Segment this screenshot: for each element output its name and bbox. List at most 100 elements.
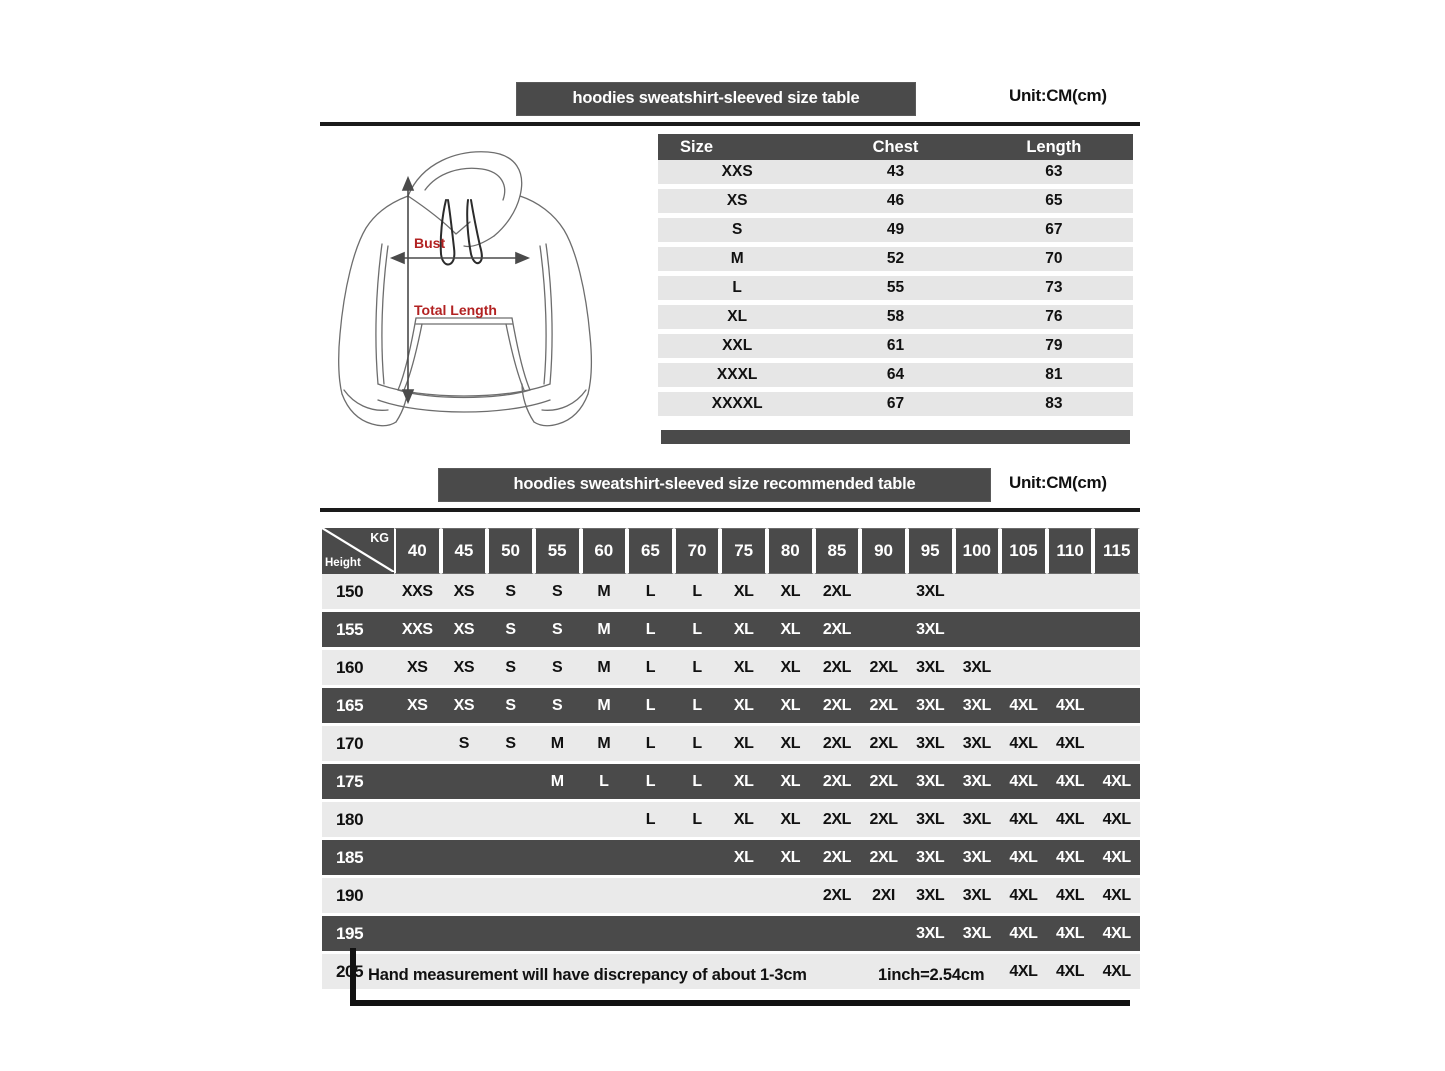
size-recommendation-cell (394, 916, 441, 951)
size-recommendation-cell: 4XL (1093, 802, 1140, 837)
row-spacer-cell (322, 723, 1140, 726)
size-recommendation-cell (533, 802, 581, 837)
size-recommendation-cell (580, 802, 628, 837)
size-table-header-size: Size (658, 134, 817, 160)
size-recommendation-cell: 3XL (906, 764, 954, 799)
size-recommendation-cell: 4XL (1046, 916, 1094, 951)
weight-column-header: 45 (440, 528, 488, 574)
size-recommendation-cell: 4XL (1093, 916, 1140, 951)
size-recommendation-cell: S (533, 650, 581, 685)
size-recommendation-cell: XL (767, 612, 814, 647)
size-recommendation-cell: 4XL (1093, 954, 1140, 989)
size-recommendation-cell: 3XL (953, 650, 1001, 685)
size-recommendation-cell (394, 726, 441, 761)
size-recommendation-cell: L (627, 650, 674, 685)
size-recommendation-cell: XL (767, 574, 814, 609)
table-row: 2054XL4XL4XL (322, 954, 1140, 989)
size-recommendation-cell: M (580, 726, 628, 761)
size-recommendation-cell: 4XL (1000, 840, 1047, 875)
size-recommendation-cell: 3XL (953, 802, 1001, 837)
table-row: 170 S S M M L L XL XL 2XL 2XL 3XL 3XL 4XL 4XL (322, 726, 1140, 761)
row-spacer (322, 913, 1140, 916)
size-recommendation-cell (627, 954, 674, 989)
chest-cell: 52 (816, 247, 975, 271)
size-recommendation-cell: 3XL (906, 878, 954, 913)
row-spacer-cell (322, 989, 1140, 992)
row-spacer (658, 184, 1133, 189)
size-recommendation-cell: M (533, 764, 581, 799)
chest-cell: 55 (816, 276, 975, 300)
length-cell: 76 (974, 305, 1133, 329)
size-table-header-length: Length (974, 134, 1133, 160)
corner-height-label: Height (325, 557, 361, 569)
size-recommendation-cell (813, 954, 861, 989)
row-spacer (322, 609, 1140, 612)
size-cell: XXXL (658, 363, 817, 387)
row-spacer-cell (658, 213, 1133, 218)
weight-column-header: 60 (580, 528, 628, 574)
size-recommendation-cell: XL (720, 650, 767, 685)
row-spacer-cell (322, 951, 1140, 954)
row-spacer (322, 799, 1140, 802)
size-recommendation-cell (533, 878, 581, 913)
size-recommendation-cell: XS (440, 650, 488, 685)
size-recommendation-cell: L (627, 726, 674, 761)
height-cell: 175 (322, 764, 394, 799)
size-recommendation-cell: 3XL (953, 764, 1001, 799)
size-recommendation-cell: XL (767, 726, 814, 761)
size-recommendation-cell (767, 954, 814, 989)
row-spacer-cell (658, 184, 1133, 189)
divider-rule-middle (320, 508, 1140, 512)
size-recommendation-cell (440, 840, 488, 875)
size-recommendation-cell: L (673, 650, 721, 685)
size-recommendation-cell: XL (720, 688, 767, 723)
row-spacer-cell (322, 685, 1140, 688)
row-spacer-cell (658, 358, 1133, 363)
weight-column-header: 115 (1093, 528, 1140, 574)
size-recommendation-cell: L (627, 764, 674, 799)
size-recommendation-cell: 4XL (1046, 954, 1094, 989)
size-recommendation-cell (720, 878, 767, 913)
size-recommendation-cell: 3XL (906, 840, 954, 875)
size-recommendation-cell (487, 802, 534, 837)
row-spacer (322, 837, 1140, 840)
size-recommendation-cell: 4XL (1046, 878, 1094, 913)
height-cell: 185 (322, 840, 394, 875)
row-spacer (322, 761, 1140, 764)
size-recommendation-cell (1093, 726, 1140, 761)
row-spacer-cell (322, 609, 1140, 612)
size-table-title: hoodies sweatshirt-sleeved size table (516, 82, 916, 116)
size-recommendation-cell: 4XL (1093, 878, 1140, 913)
size-recommendation-cell: 4XL (1046, 726, 1094, 761)
table-row: XS 46 65 (658, 189, 1133, 213)
table-row: 155 XXS XS S S M L L XL XL 2XL 3XL (322, 612, 1140, 647)
row-spacer (658, 242, 1133, 247)
size-recommendation-cell: XXS (394, 574, 441, 609)
size-cell: XXXXL (658, 392, 817, 416)
size-recommendation-cell: 3XL (953, 878, 1001, 913)
size-recommendation-cell: XL (720, 612, 767, 647)
size-recommendation-cell: XL (720, 840, 767, 875)
row-spacer-cell (658, 300, 1133, 305)
size-recommendation-cell: 4XL (1000, 916, 1047, 951)
table-row: 185 XL XL 2XL 2XL 3XL 3XL 4XL 4XL 4XL (322, 840, 1140, 875)
size-recommendation-cell: L (673, 802, 721, 837)
size-recommendation-cell: 2XL (860, 650, 907, 685)
weight-column-header: 90 (860, 528, 907, 574)
size-table-header-chest: Chest (816, 134, 975, 160)
size-recommendation-cell: 2XL (813, 726, 861, 761)
size-recommendation-cell: S (487, 612, 534, 647)
row-spacer (322, 951, 1140, 954)
size-recommendation-cell: XS (440, 688, 488, 723)
size-recommendation-cell: XL (767, 802, 814, 837)
size-table-header-row: Size Chest Length (658, 134, 1133, 160)
size-recommendation-cell (767, 916, 814, 951)
footer-note: Hand measurement will have discrepancy o… (350, 948, 1130, 1006)
size-recommendation-cell: M (580, 650, 628, 685)
size-recommendation-cell: S (533, 688, 581, 723)
size-table-unit-label: Unit:CM(cm) (1009, 86, 1107, 105)
size-recommendation-cell: 4XL (1000, 726, 1047, 761)
size-recommendation-cell: 3XL (906, 688, 954, 723)
size-recommendation-cell (673, 840, 721, 875)
size-recommendation-cell: 4XL (1000, 802, 1047, 837)
